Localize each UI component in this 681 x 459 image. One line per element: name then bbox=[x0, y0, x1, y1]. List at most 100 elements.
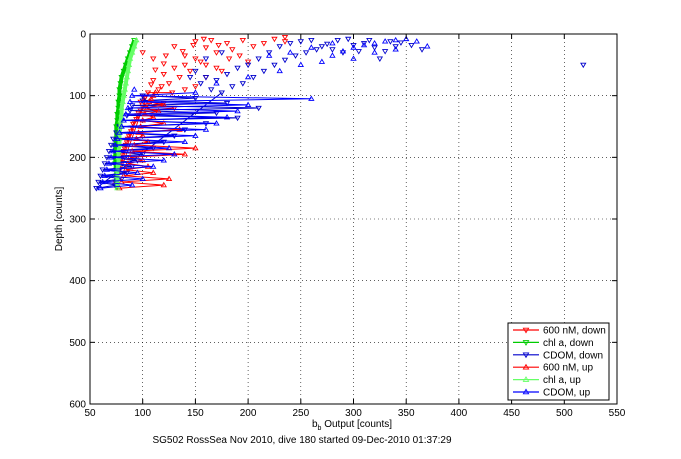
data-point bbox=[103, 155, 111, 161]
data-point bbox=[171, 150, 178, 157]
data-point bbox=[381, 49, 389, 55]
data-point bbox=[179, 49, 186, 55]
legend-label: CDOM, down bbox=[543, 350, 603, 361]
data-point bbox=[276, 67, 283, 74]
data-point bbox=[281, 57, 289, 64]
data-point bbox=[208, 87, 215, 93]
data-point bbox=[192, 39, 199, 45]
data-point bbox=[197, 59, 204, 66]
data-point bbox=[329, 39, 336, 46]
chart-caption: SG502 RossSea Nov 2010, dive 180 started… bbox=[152, 435, 452, 446]
data-point bbox=[381, 38, 389, 44]
data-point bbox=[181, 150, 189, 157]
data-point bbox=[202, 45, 210, 51]
data-point bbox=[287, 41, 294, 47]
data-point bbox=[250, 75, 257, 81]
data-point bbox=[186, 68, 194, 75]
data-point bbox=[192, 84, 199, 90]
data-point bbox=[287, 49, 294, 55]
data-point bbox=[223, 113, 231, 120]
data-point bbox=[165, 175, 173, 182]
series-5 bbox=[97, 35, 431, 191]
data-point bbox=[128, 181, 136, 188]
data-point bbox=[200, 36, 208, 43]
data-point bbox=[118, 123, 125, 129]
data-point bbox=[360, 41, 368, 48]
legend-swatch-marker bbox=[522, 352, 530, 359]
data-point bbox=[160, 71, 167, 78]
legend-swatch-marker bbox=[522, 340, 530, 346]
data-point bbox=[155, 87, 162, 93]
y-tick-label: 300 bbox=[69, 215, 86, 226]
data-point bbox=[101, 161, 108, 167]
data-point bbox=[105, 160, 113, 166]
data-point bbox=[225, 56, 233, 62]
data-point bbox=[139, 50, 146, 56]
data-point bbox=[120, 117, 127, 123]
legend-box bbox=[507, 322, 610, 401]
data-point bbox=[360, 41, 368, 47]
x-axis-label-main: b bbox=[312, 419, 318, 430]
data-point bbox=[97, 184, 104, 191]
data-point bbox=[165, 81, 173, 87]
data-point bbox=[116, 93, 123, 99]
data-point bbox=[114, 112, 121, 118]
data-point bbox=[121, 86, 128, 92]
y-tick-label: 100 bbox=[69, 91, 86, 102]
data-point bbox=[213, 80, 220, 86]
data-point bbox=[97, 173, 104, 180]
data-point bbox=[392, 36, 399, 43]
data-point bbox=[229, 84, 236, 90]
data-point bbox=[265, 50, 273, 56]
x-tick-label: 350 bbox=[398, 408, 415, 419]
data-point bbox=[171, 44, 178, 50]
data-point bbox=[165, 144, 173, 151]
x-tick-label: 200 bbox=[240, 408, 257, 419]
data-point bbox=[244, 59, 252, 66]
data-point bbox=[345, 36, 352, 43]
data-point bbox=[234, 107, 241, 114]
data-point bbox=[202, 56, 210, 62]
data-point bbox=[281, 34, 289, 41]
data-point bbox=[192, 89, 199, 95]
data-point bbox=[192, 56, 199, 62]
legend-item-3: 600 nM, up bbox=[513, 363, 593, 374]
data-point bbox=[150, 169, 157, 175]
data-point bbox=[218, 50, 225, 56]
x-tick-label: 150 bbox=[187, 408, 204, 419]
x-tick-label: 550 bbox=[609, 408, 626, 419]
x-tick-label: 450 bbox=[503, 408, 520, 419]
y-axis-label: Depth [counts] bbox=[54, 187, 65, 252]
x-tick-label: 500 bbox=[556, 408, 573, 419]
data-point bbox=[112, 141, 119, 148]
data-point bbox=[236, 53, 243, 59]
data-point bbox=[371, 49, 378, 55]
series-4 bbox=[114, 36, 140, 191]
data-point bbox=[139, 98, 146, 104]
data-point bbox=[366, 38, 373, 44]
data-point bbox=[190, 42, 197, 49]
y-tick-label: 200 bbox=[69, 153, 86, 164]
data-point bbox=[119, 98, 126, 104]
data-point bbox=[124, 67, 132, 74]
data-point bbox=[244, 101, 252, 108]
data-point bbox=[134, 169, 141, 175]
data-point bbox=[160, 181, 167, 188]
data-point bbox=[181, 87, 189, 93]
data-point bbox=[192, 144, 199, 151]
legend-item-4: chl a, up bbox=[513, 375, 581, 386]
legend-label: chl a, up bbox=[543, 375, 581, 386]
data-point bbox=[197, 81, 204, 87]
data-point bbox=[120, 92, 127, 98]
data-point bbox=[169, 90, 176, 96]
legend-label: chl a, down bbox=[543, 338, 594, 349]
data-point bbox=[239, 81, 247, 87]
data-point bbox=[118, 110, 125, 117]
data-point bbox=[334, 38, 341, 44]
data-point bbox=[580, 62, 587, 69]
data-point bbox=[313, 47, 320, 53]
data-point bbox=[110, 147, 117, 154]
data-point bbox=[250, 44, 257, 50]
